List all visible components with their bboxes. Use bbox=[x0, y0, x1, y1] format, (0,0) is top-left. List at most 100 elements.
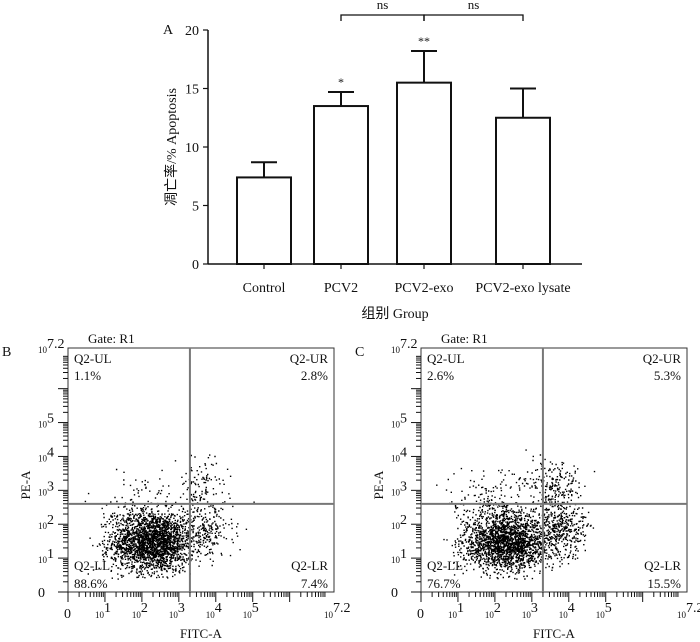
bar bbox=[313, 105, 369, 265]
gate-title: Gate: R1 bbox=[88, 331, 135, 346]
y-tick-base: 10 bbox=[38, 453, 48, 463]
y-tick-base: 10 bbox=[391, 420, 401, 430]
x-axis-title: FITC-A bbox=[533, 626, 576, 641]
x-tick-label: 103 bbox=[169, 601, 185, 620]
quadrant-name: Q2-LR bbox=[291, 558, 328, 573]
x-tick-base: 10 bbox=[448, 610, 458, 620]
y-tick-exp: 7.2 bbox=[47, 337, 65, 352]
x-tick-label: 104 bbox=[559, 601, 575, 620]
quadrant-name: Q2-LL bbox=[74, 558, 110, 573]
y-tick-label: 104 bbox=[391, 445, 407, 463]
y-tick-label: 15 bbox=[185, 83, 199, 98]
quadrant-name: Q2-UL bbox=[74, 351, 112, 366]
y-tick-exp: 0 bbox=[391, 586, 398, 601]
x-tick-exp: 2 bbox=[141, 601, 148, 616]
panel-label-a: A bbox=[163, 23, 174, 38]
gate-title: Gate: R1 bbox=[441, 331, 488, 346]
x-tick-label: 105 bbox=[596, 601, 612, 620]
bar bbox=[495, 116, 551, 265]
quadrant-percent: 2.8% bbox=[301, 368, 328, 383]
y-tick-label: 105 bbox=[38, 412, 54, 430]
y-tick-label: 103 bbox=[38, 479, 54, 497]
y-tick-exp: 2 bbox=[400, 513, 407, 528]
x-tick-label: 103 bbox=[522, 601, 538, 620]
x-tick-label: 107.2 bbox=[677, 601, 700, 620]
quadrant-percent: 1.1% bbox=[74, 368, 101, 383]
x-tick-base: 10 bbox=[559, 610, 569, 620]
y-tick-label: 105 bbox=[391, 412, 407, 430]
y-tick-exp: 3 bbox=[47, 479, 54, 494]
significance-mark: ** bbox=[418, 34, 430, 48]
flow-plot-panel-c: Gate: R100101101102102103103104104105105… bbox=[371, 331, 700, 641]
y-tick-exp: 4 bbox=[47, 445, 54, 460]
x-tick-base: 10 bbox=[95, 610, 105, 620]
y-axis-title: 凋亡率/% Apoptosis bbox=[163, 88, 180, 206]
x-axis-title: 组别 Group bbox=[361, 306, 428, 322]
x-tick-base: 10 bbox=[522, 610, 532, 620]
y-tick-base: 10 bbox=[38, 521, 48, 531]
event-dots bbox=[436, 449, 596, 580]
y-axis-title: PE-A bbox=[18, 470, 33, 500]
x-tick-base: 10 bbox=[596, 610, 606, 620]
quadrant-percent: 88.6% bbox=[74, 576, 108, 591]
x-tick-label: PCV2-exo bbox=[394, 281, 453, 296]
x-axis-title: FITC-A bbox=[180, 626, 223, 641]
plot-frame bbox=[67, 347, 335, 593]
y-tick-exp: 3 bbox=[400, 479, 407, 494]
quadrant-percent: 76.7% bbox=[427, 576, 461, 591]
significance-mark: * bbox=[338, 75, 344, 89]
y-tick-base: 10 bbox=[391, 345, 401, 355]
quadrant-percent: 5.3% bbox=[654, 368, 681, 383]
y-tick-exp: 1 bbox=[400, 547, 407, 562]
y-tick-label: 5 bbox=[192, 200, 199, 215]
x-tick-exp: 3 bbox=[531, 601, 538, 616]
y-tick-label: 0 bbox=[192, 258, 199, 273]
x-tick-exp: 3 bbox=[178, 601, 185, 616]
panel-label-b: B bbox=[2, 345, 11, 360]
event-dots bbox=[84, 454, 255, 580]
x-tick-exp: 4 bbox=[568, 601, 575, 616]
y-tick-label: 107.2 bbox=[38, 337, 65, 355]
x-tick-base: 10 bbox=[324, 610, 334, 620]
comparison-label: ns bbox=[377, 0, 389, 12]
x-tick-base: 10 bbox=[169, 610, 179, 620]
x-tick-base: 10 bbox=[677, 610, 687, 620]
x-tick-label: Control bbox=[243, 281, 286, 296]
x-tick-exp: 1 bbox=[457, 601, 464, 616]
panel-label-c: C bbox=[355, 345, 364, 360]
x-tick-label: 0 bbox=[64, 607, 71, 622]
x-tick-exp: 0 bbox=[64, 607, 71, 622]
x-tick-label: 101 bbox=[95, 601, 111, 620]
y-tick-exp: 5 bbox=[400, 412, 407, 427]
x-tick-exp: 4 bbox=[215, 601, 222, 616]
y-tick-exp: 5 bbox=[47, 412, 54, 427]
flow-plot-panel-b: Gate: R100101101102102103103104104105105… bbox=[18, 331, 351, 641]
y-tick-label: 101 bbox=[391, 547, 407, 565]
x-tick-label: 102 bbox=[132, 601, 148, 620]
comparison-label: ns bbox=[468, 0, 480, 12]
y-tick-label: 0 bbox=[391, 586, 398, 601]
x-tick-exp: 5 bbox=[605, 601, 612, 616]
x-tick-label: 102 bbox=[485, 601, 501, 620]
x-tick-exp: 7.2 bbox=[333, 601, 351, 616]
x-tick-label: PCV2 bbox=[324, 281, 358, 296]
x-tick-base: 10 bbox=[243, 610, 253, 620]
x-tick-base: 10 bbox=[206, 610, 216, 620]
y-tick-label: 103 bbox=[391, 479, 407, 497]
y-tick-exp: 1 bbox=[47, 547, 54, 562]
y-tick-label: 102 bbox=[38, 513, 54, 531]
x-tick-label: 105 bbox=[243, 601, 259, 620]
y-tick-label: 107.2 bbox=[391, 337, 418, 355]
y-tick-label: 101 bbox=[38, 547, 54, 565]
y-tick-exp: 4 bbox=[400, 445, 407, 460]
quadrant-percent: 7.4% bbox=[301, 576, 328, 591]
x-tick-exp: 0 bbox=[417, 607, 424, 622]
x-tick-exp: 2 bbox=[494, 601, 501, 616]
x-tick-label: 104 bbox=[206, 601, 222, 620]
quadrant-percent: 15.5% bbox=[647, 576, 681, 591]
y-tick-label: 104 bbox=[38, 445, 54, 463]
comparison-bracket bbox=[340, 14, 425, 21]
bar bbox=[236, 176, 292, 265]
y-tick-label: 102 bbox=[391, 513, 407, 531]
